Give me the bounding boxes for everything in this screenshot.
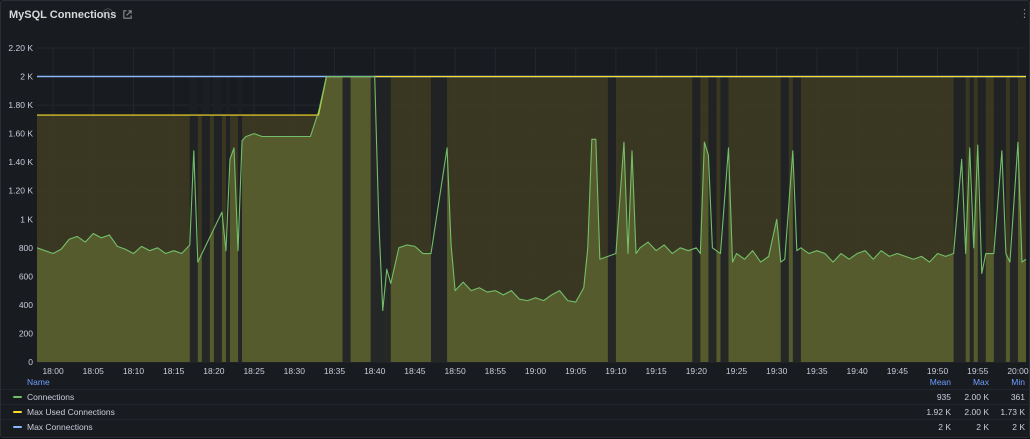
gap-bar (692, 76, 701, 362)
legend-max: 2.00 K (964, 392, 989, 402)
panel-title[interactable]: MySQL Connections (9, 9, 117, 21)
x-tick-label: 18:25 (243, 366, 265, 376)
y-tick-label: 1.40 K (8, 157, 33, 167)
x-tick-label: 18:40 (364, 366, 386, 376)
x-tick-label: 18:05 (83, 366, 105, 376)
x-tick-label: 18:20 (203, 366, 225, 376)
legend-mean: 1.92 K (926, 407, 951, 417)
gap-bar (430, 76, 448, 362)
gap-bar (607, 76, 616, 362)
y-tick-label: 600 (19, 271, 33, 281)
y-tick-label: 2 K (20, 72, 33, 82)
y-tick-label: 1 K (20, 214, 33, 224)
legend-table: Name Mean Max Min Connections 935 2.00 K… (1, 375, 1030, 439)
area-fills (37, 76, 1026, 362)
x-tick-label: 18:15 (163, 366, 185, 376)
legend-name: Max Used Connections (27, 407, 115, 417)
y-tick-label: 1.60 K (8, 129, 33, 139)
connections-area (37, 76, 1026, 362)
legend-swatch-connections (13, 396, 22, 398)
gap-bar (213, 76, 222, 362)
legend-header-min[interactable]: Min (1011, 377, 1025, 387)
x-tick-label: 19:15 (645, 366, 667, 376)
chart-plot-area[interactable]: 0 200 400 600 800 1 K 1.20 K 1.40 K 1.60 K 1.80 K… (1, 1, 1030, 376)
gap-bar (969, 76, 974, 362)
gap-bar (720, 76, 729, 362)
legend-row-connections[interactable]: Connections 935 2.00 K 361 (1, 389, 1030, 404)
gap-bar (189, 76, 198, 362)
gap-bar (708, 76, 717, 362)
x-tick-label: 19:55 (967, 366, 989, 376)
y-tick-label: 200 (19, 328, 33, 338)
legend-row-max-connections[interactable]: Max Connections 2 K 2 K 2 K (1, 419, 1030, 434)
gap-bar (342, 76, 351, 362)
gap-bar (201, 76, 210, 362)
y-tick-label: 400 (19, 300, 33, 310)
x-tick-label: 19:35 (806, 366, 828, 376)
x-tick-label: 18:50 (444, 366, 466, 376)
gap-bar (792, 76, 801, 362)
gap-bar (993, 76, 1006, 362)
x-tick-label: 19:30 (766, 366, 788, 376)
gap-bar (225, 76, 230, 362)
legend-name: Max Connections (27, 422, 93, 432)
x-tick-label: 18:35 (324, 366, 346, 376)
connections-line (36, 75, 1027, 312)
legend-min: 2 K (1012, 422, 1025, 432)
series-lines (36, 75, 1027, 312)
vertical-ellipsis-icon[interactable]: ⋮ (1019, 8, 1030, 20)
external-link-icon[interactable] (121, 9, 133, 21)
x-tick-label: 19:40 (847, 366, 869, 376)
y-tick-label: 1.20 K (8, 186, 33, 196)
legend-min: 1.73 K (1000, 407, 1025, 417)
panel-header: MySQL Connections ⓘ ⋮ (1, 1, 1030, 31)
x-tick-label: 18:30 (284, 366, 306, 376)
y-axis: 0 200 400 600 800 1 K 1.20 K 1.40 K 1.60 K 1.80 K… (8, 43, 33, 367)
x-tick-label: 18:10 (123, 366, 145, 376)
x-tick-label: 19:50 (927, 366, 949, 376)
y-tick-label: 0 (28, 357, 33, 367)
x-tick-label: 18:45 (404, 366, 426, 376)
x-tick-label: 18:00 (42, 366, 64, 376)
x-axis: 18:00 18:05 18:10 18:15 18:20 18:25 18:30 18:35… (42, 366, 1028, 376)
y-tick-label: 800 (19, 243, 33, 253)
info-icon[interactable]: ⓘ (102, 9, 114, 21)
gap-bar (1009, 76, 1018, 362)
gap-bar (238, 76, 243, 362)
legend-header-max[interactable]: Max (972, 377, 989, 387)
x-tick-label: 19:45 (887, 366, 909, 376)
x-tick-label: 18:55 (485, 366, 507, 376)
x-tick-label: 19:20 (686, 366, 708, 376)
legend-swatch-max-used (13, 411, 22, 413)
x-tick-label: 20:00 (1007, 366, 1029, 376)
x-tick-label: 19:10 (605, 366, 627, 376)
legend-header-name[interactable]: Name (27, 377, 50, 387)
legend-mean: 935 (936, 392, 951, 402)
legend-mean: 2 K (938, 422, 951, 432)
x-tick-label: 19:25 (726, 366, 748, 376)
legend-min: 361 (1010, 392, 1025, 402)
legend-max: 2.00 K (964, 407, 989, 417)
legend-max: 2 K (976, 422, 989, 432)
y-tick-label: 2.20 K (8, 43, 33, 53)
x-tick-label: 19:00 (525, 366, 547, 376)
legend-swatch-max-connections (13, 426, 22, 428)
gap-bar (386, 76, 391, 362)
gap-bar (977, 76, 986, 362)
gap-bars (189, 76, 1018, 362)
legend-header-mean[interactable]: Mean (929, 377, 951, 387)
legend-name: Connections (27, 392, 75, 402)
y-tick-label: 1.80 K (8, 100, 33, 110)
legend-row-max-used[interactable]: Max Used Connections 1.92 K 2.00 K 1.73 … (1, 404, 1030, 419)
gap-bar (953, 76, 966, 362)
x-tick-label: 19:05 (565, 366, 587, 376)
gap-bar (780, 76, 789, 362)
